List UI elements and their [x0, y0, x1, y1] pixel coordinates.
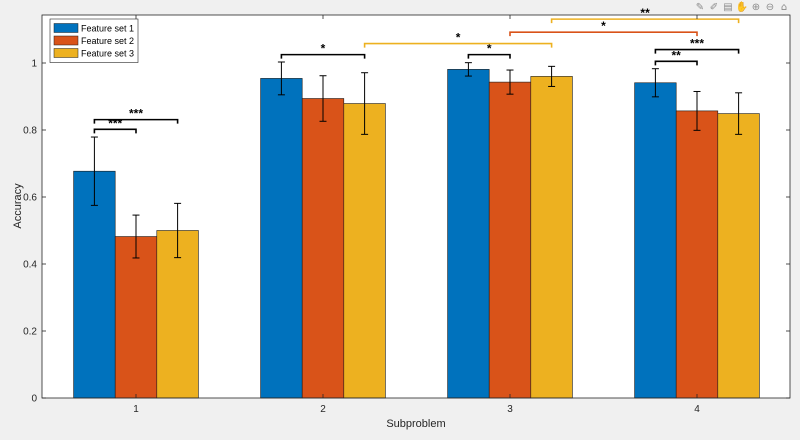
significance-bracket	[93, 118, 179, 124]
home-icon[interactable]: ⌂	[780, 2, 788, 13]
bar-s3-c3	[530, 76, 573, 399]
pan-icon[interactable]: ✋	[735, 2, 749, 13]
significance-label: ***	[129, 107, 143, 121]
significance-bracket	[509, 31, 698, 37]
significance-bracket	[363, 42, 553, 48]
significance-label: ***	[108, 116, 122, 130]
data-tips-icon[interactable]: ✐	[709, 2, 719, 13]
significance-label: **	[640, 6, 650, 20]
bar-s3-c1	[156, 230, 199, 399]
x-axis: 1 2 3 4	[133, 15, 700, 415]
zoom-in-icon[interactable]: ⊕	[751, 2, 761, 13]
significance-label: **	[672, 48, 682, 62]
x-tick-label: 4	[694, 404, 700, 415]
legend-label-s1: Feature set 1	[81, 24, 134, 34]
significance-label: *	[601, 19, 606, 33]
x-tick-label: 2	[320, 404, 326, 415]
legend-swatch-s2	[53, 35, 79, 46]
y-tick-label: 0	[31, 394, 37, 405]
significance-bracket	[280, 53, 366, 59]
significance-bracket	[654, 60, 698, 66]
significance-bracket	[467, 53, 511, 59]
y-tick-label: 0.4	[23, 260, 37, 271]
y-tick-label: 0.2	[23, 327, 37, 338]
legend[interactable]: Feature set 1 Feature set 2 Feature set 3	[49, 18, 139, 63]
bar-s3-c2	[343, 103, 386, 399]
bar-s1-c3	[447, 69, 490, 399]
significance-label: *	[456, 31, 461, 45]
significance-label: *	[321, 42, 326, 56]
legend-swatch-s3	[53, 48, 79, 58]
bar-s2-c3	[488, 81, 532, 399]
significance-layer: ******* * *********	[93, 6, 740, 134]
significance-label: *	[487, 42, 492, 56]
legend-toggle-icon[interactable]: ▤	[723, 2, 733, 13]
significance-label: ***	[690, 37, 704, 51]
bar-s2-c2	[301, 98, 345, 399]
bar-s1-c1	[73, 170, 116, 399]
significance-bracket	[550, 18, 740, 24]
bar-s2-c4	[675, 110, 719, 399]
y-tick-label: 1	[31, 59, 37, 70]
x-tick-label: 3	[507, 404, 513, 415]
bar-s1-c2	[260, 78, 303, 399]
legend-label-s3: Feature set 3	[81, 49, 134, 59]
x-tick-label: 1	[133, 404, 139, 415]
y-tick-label: 0.6	[23, 193, 37, 204]
bar-s2-c1	[114, 236, 158, 399]
significance-bracket	[93, 128, 137, 134]
y-tick-label: 0.8	[23, 126, 37, 137]
legend-swatch-s1	[53, 23, 79, 33]
x-axis-label: Subproblem	[386, 418, 445, 430]
errorbars-layer	[90, 61, 743, 259]
bar-s1-c4	[634, 82, 677, 399]
axes-toolbar: ✎ ✐ ▤ ✋ ⊕ ⊖ ⌂	[694, 1, 790, 15]
brush-icon[interactable]: ✎	[695, 2, 705, 13]
y-axis: 0 0.2 0.4 0.6 0.8 1	[23, 59, 790, 405]
bars-layer	[73, 69, 760, 399]
axes-box	[41, 14, 791, 399]
significance-bracket	[654, 48, 740, 54]
zoom-out-icon[interactable]: ⊖	[765, 2, 775, 13]
bar-s3-c4	[717, 113, 760, 399]
legend-label-s2: Feature set 2	[81, 36, 134, 46]
y-axis-label: Accuracy	[12, 183, 24, 229]
